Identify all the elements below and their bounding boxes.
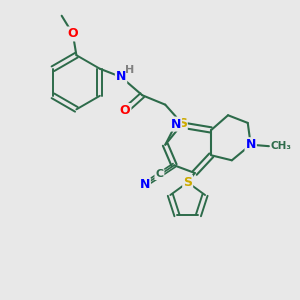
Text: S: S <box>178 117 187 130</box>
Text: O: O <box>68 28 78 40</box>
Text: N: N <box>171 118 181 130</box>
Text: N: N <box>245 138 256 151</box>
Text: H: H <box>125 65 134 76</box>
Text: N: N <box>116 70 126 83</box>
Text: CH₃: CH₃ <box>270 141 291 151</box>
Text: S: S <box>183 176 192 189</box>
Text: N: N <box>140 178 150 191</box>
Text: C: C <box>155 169 164 179</box>
Text: O: O <box>120 104 130 117</box>
